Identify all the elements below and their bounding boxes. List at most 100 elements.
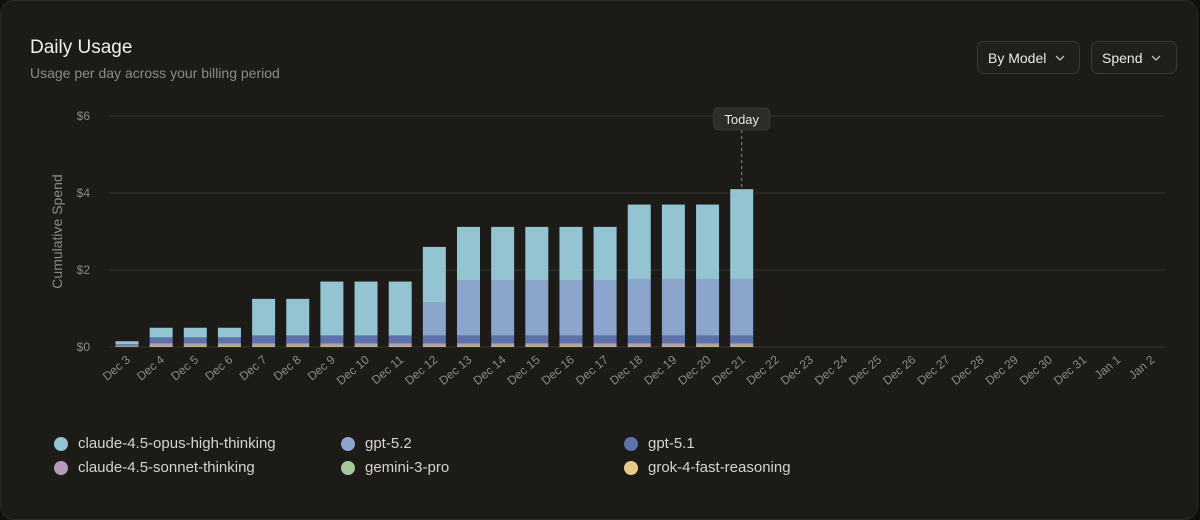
- bar-segment: [389, 335, 412, 343]
- legend-label: claude-4.5-sonnet-thinking: [78, 459, 255, 476]
- x-tick-label: Jan 2: [1126, 352, 1158, 382]
- bar-segment: [320, 343, 343, 345]
- bar-segment: [457, 281, 480, 336]
- bar-segment: [457, 227, 480, 281]
- bar-segment: [559, 346, 582, 347]
- x-tick-label: Dec 25: [846, 352, 884, 387]
- x-tick-label: Dec 12: [402, 352, 440, 387]
- bar-segment: [525, 227, 548, 281]
- bar-segment: [491, 281, 514, 336]
- bar-segment: [150, 328, 173, 338]
- bar-segment: [286, 335, 309, 343]
- bar-segment: [594, 343, 617, 345]
- bar-segment: [286, 346, 309, 347]
- bar-segment: [628, 346, 651, 347]
- x-tick-label: Dec 21: [709, 352, 747, 387]
- y-tick-label: $6: [77, 109, 91, 123]
- x-tick-label: Dec 17: [573, 352, 611, 387]
- bar-segment: [525, 346, 548, 347]
- x-tick-label: Dec 27: [914, 352, 952, 387]
- bar-segment: [423, 303, 446, 336]
- x-tick-label: Dec 31: [1051, 352, 1089, 387]
- bar-segment: [252, 343, 275, 345]
- x-tick-label: Dec 30: [1017, 352, 1055, 387]
- x-tick-label: Dec 7: [237, 352, 270, 383]
- bar-segment: [491, 346, 514, 347]
- bar-segment: [252, 299, 275, 336]
- bar-segment: [662, 345, 685, 346]
- bar-segment: [320, 345, 343, 346]
- bar-segment: [116, 344, 139, 345]
- bar-segment: [252, 335, 275, 343]
- bar-segment: [389, 345, 412, 346]
- x-tick-label: Dec 15: [505, 352, 543, 387]
- x-tick-label: Dec 4: [134, 352, 167, 383]
- bar-segment: [184, 343, 207, 345]
- bar-segment: [355, 343, 378, 345]
- bar-segment: [696, 205, 719, 280]
- x-tick-label: Dec 24: [812, 352, 850, 387]
- bar-segment: [594, 346, 617, 347]
- bar-segment: [218, 337, 241, 343]
- bar-segment: [594, 335, 617, 343]
- bar-segment: [218, 343, 241, 345]
- x-tick-label: Dec 8: [271, 352, 304, 383]
- bar-segment: [286, 299, 309, 336]
- bar-segment: [594, 227, 617, 281]
- y-tick-label: $0: [77, 340, 91, 354]
- legend-item: grok-4-fast-reasoning: [624, 459, 791, 476]
- x-tick-label: Dec 5: [168, 352, 201, 383]
- bar-segment: [730, 335, 753, 343]
- x-tick-label: Dec 23: [778, 352, 816, 387]
- bar-segment: [525, 343, 548, 345]
- bar-segment: [184, 346, 207, 347]
- bar-segment: [730, 346, 753, 347]
- bar-segment: [662, 346, 685, 347]
- legend-label: gemini-3-pro: [365, 459, 449, 476]
- x-tick-label: Dec 10: [334, 352, 372, 387]
- legend-item: gpt-5.2: [341, 435, 412, 452]
- legend-item: claude-4.5-sonnet-thinking: [54, 459, 255, 476]
- bar-segment: [696, 343, 719, 345]
- bar-segment: [150, 343, 173, 345]
- bar-segment: [218, 346, 241, 347]
- bar-segment: [559, 281, 582, 336]
- bar-segment: [184, 345, 207, 346]
- bar-segment: [559, 345, 582, 346]
- bar-segment: [730, 343, 753, 345]
- x-tick-label: Dec 11: [369, 352, 407, 387]
- bar-segment: [116, 341, 139, 344]
- bar-segment: [423, 346, 446, 347]
- x-tick-label: Dec 28: [949, 352, 987, 387]
- bar-segment: [355, 345, 378, 346]
- bar-segment: [594, 281, 617, 336]
- legend-swatch: [341, 437, 355, 451]
- bar-segment: [525, 281, 548, 336]
- bar-segment: [696, 335, 719, 343]
- bar-segment: [423, 247, 446, 303]
- bar-segment: [628, 343, 651, 345]
- bar-segment: [525, 335, 548, 343]
- legend-item: gpt-5.1: [624, 435, 695, 452]
- bar-segment: [696, 346, 719, 347]
- y-axis-label: Cumulative Spend: [49, 174, 65, 288]
- bar-segment: [457, 343, 480, 345]
- bar-segment: [696, 280, 719, 336]
- bar-segment: [662, 343, 685, 345]
- bar-segment: [355, 335, 378, 343]
- x-tick-label: Dec 14: [470, 352, 508, 387]
- bar-segment: [150, 346, 173, 347]
- x-tick-label: Dec 19: [641, 352, 679, 387]
- y-tick-label: $4: [77, 186, 91, 200]
- bar-segment: [559, 227, 582, 281]
- x-tick-label: Dec 3: [100, 352, 133, 383]
- legend-item: claude-4.5-opus-high-thinking: [54, 435, 276, 452]
- bar-segment: [628, 205, 651, 280]
- bar-segment: [628, 280, 651, 336]
- x-tick-label: Dec 18: [607, 352, 645, 387]
- bar-segment: [423, 335, 446, 343]
- bar-segment: [252, 345, 275, 346]
- legend-swatch: [54, 461, 68, 475]
- bar-segment: [559, 335, 582, 343]
